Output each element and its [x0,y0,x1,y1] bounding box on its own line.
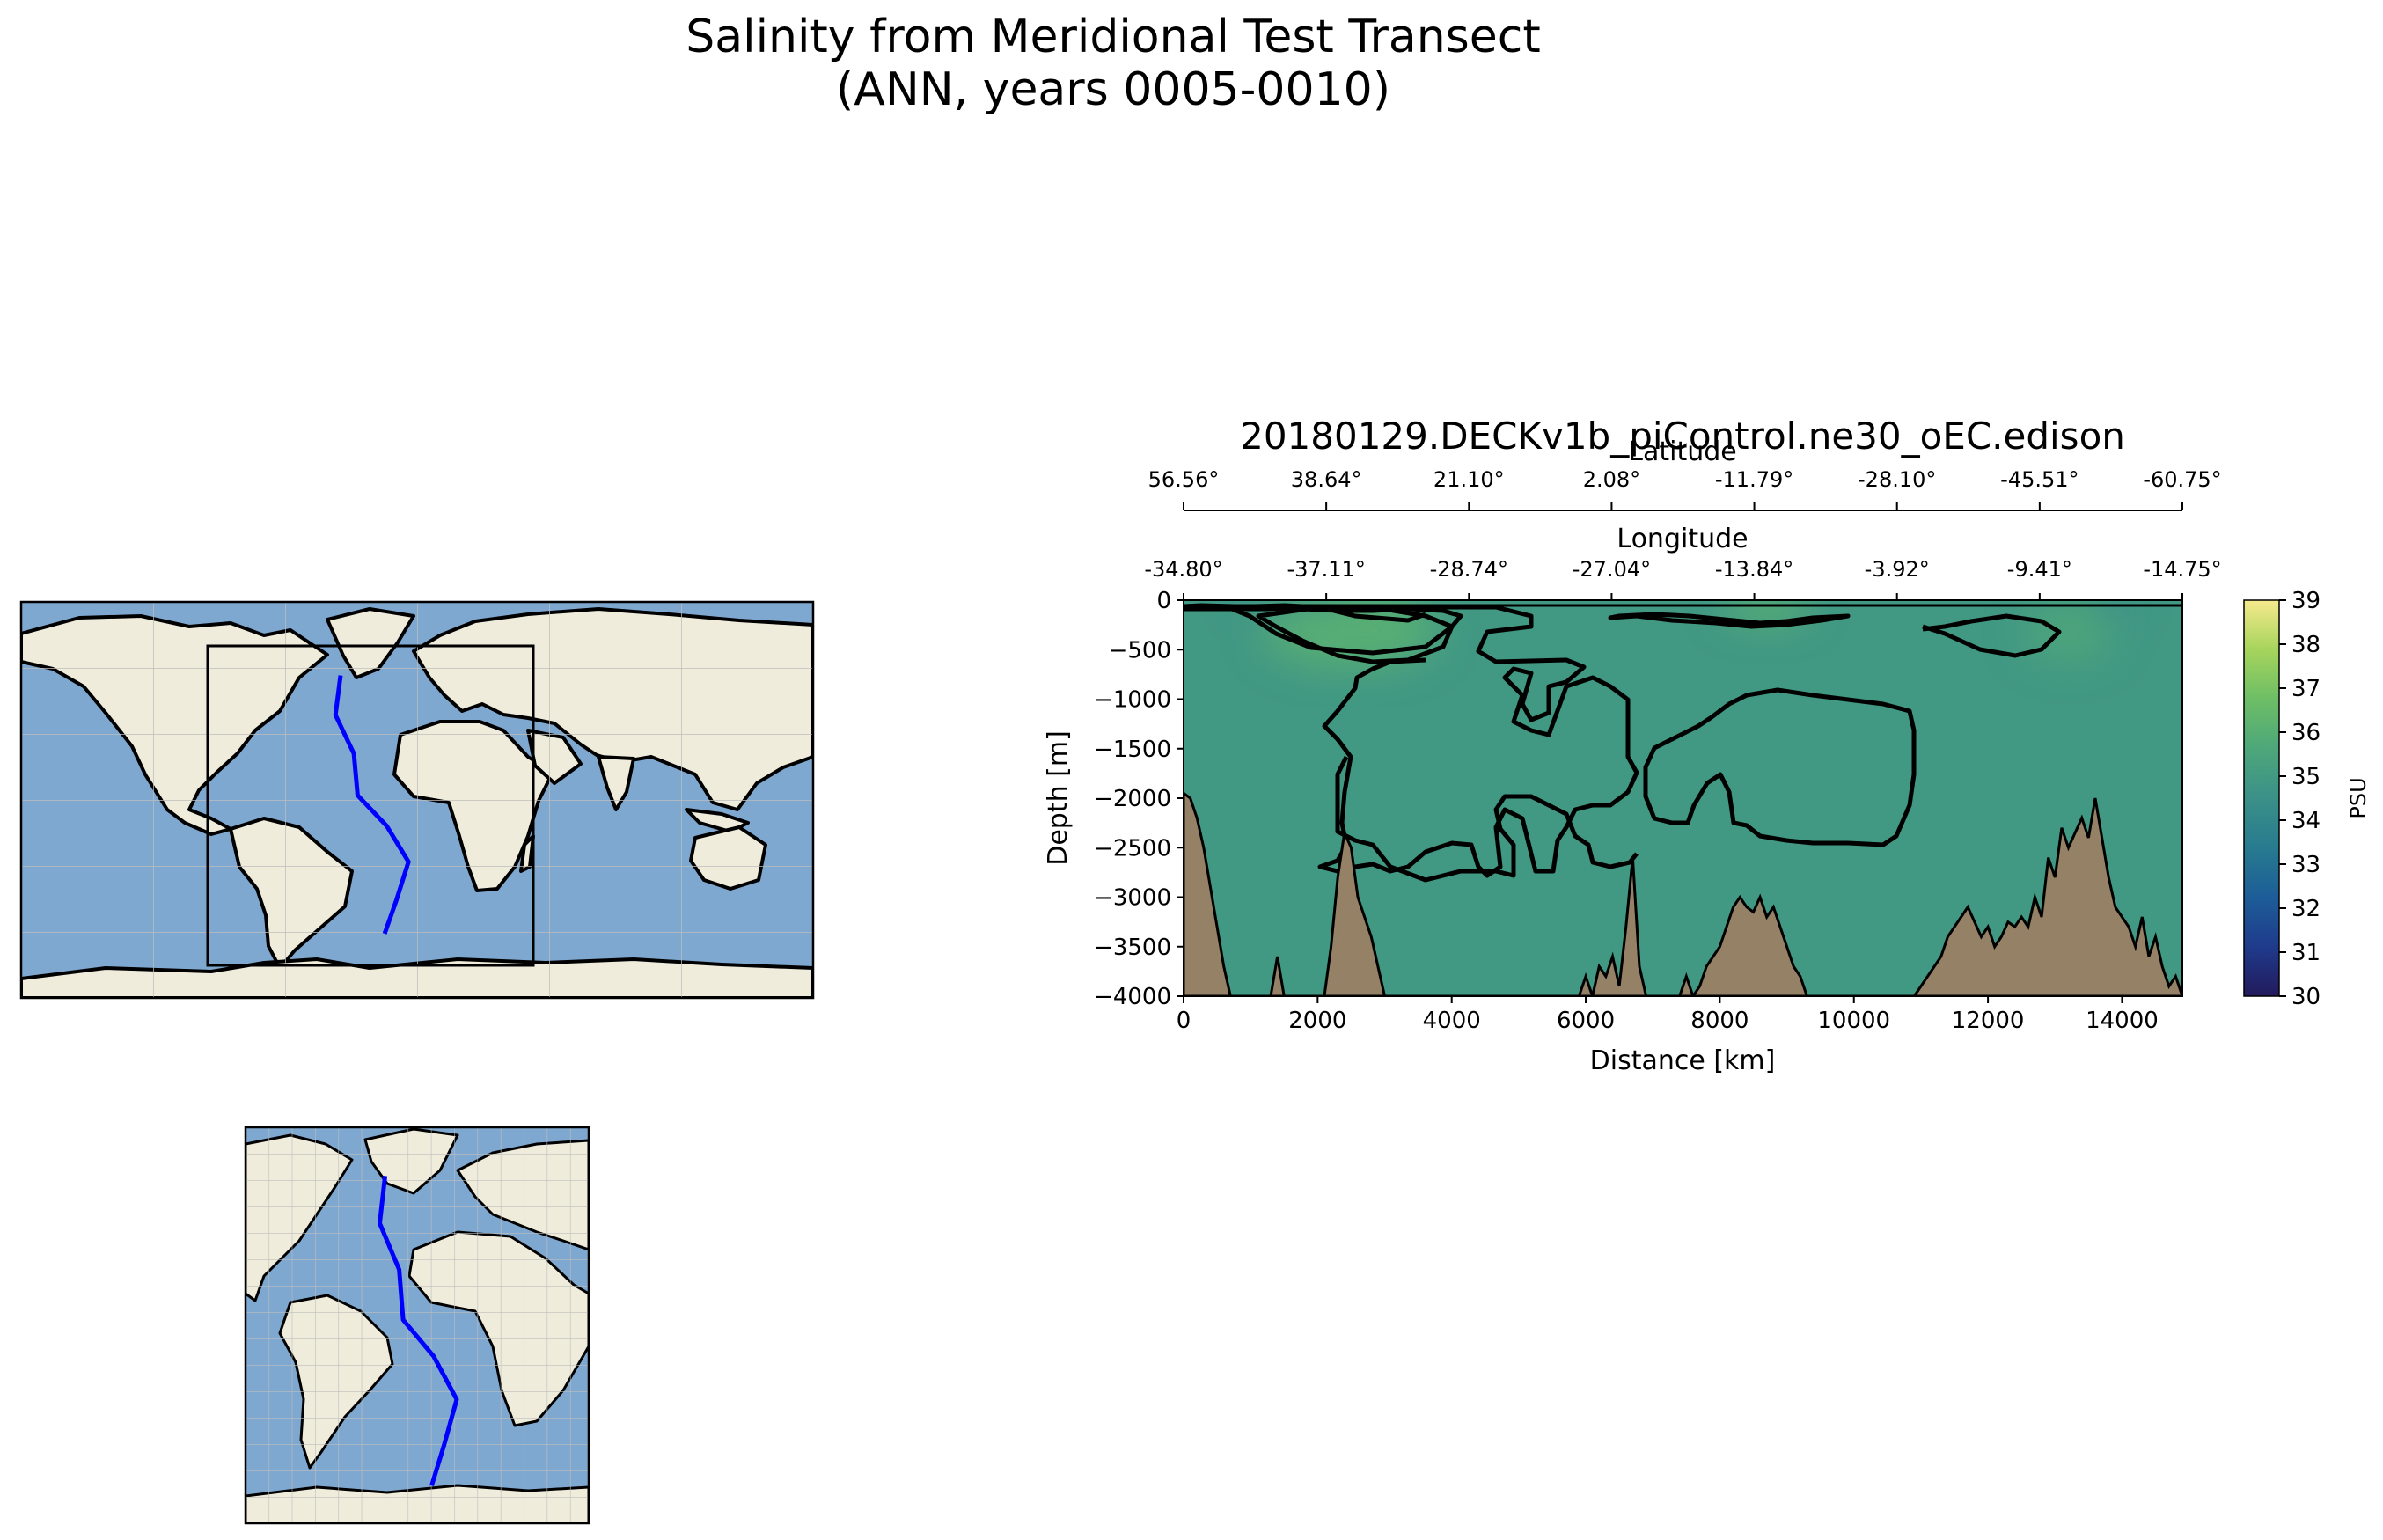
colorbar-tick-label: 34 [2291,808,2321,834]
y-tick-label: 0 [1156,588,1171,614]
colorbar-tick-label: 35 [2291,764,2321,790]
colorbar-tick-label: 30 [2291,984,2321,1010]
y-axis-label: Depth [m] [1043,730,1074,866]
contour-main-water-mass [1184,605,1639,878]
longitude-ticks: -34.80° -37.11° -28.74° -27.04° -13.84° -3.92… [1144,557,2222,600]
x-tick-label: 6000 [1557,1008,1615,1034]
colorbar-tick-label: 39 [2291,588,2321,614]
distance-ticks: 0 2000 4000 6000 8000 10000 12000 14000 [1177,996,2159,1034]
x-tick-label: 14000 [2086,1008,2159,1034]
longitude-axis-label: Longitude [1617,524,1748,554]
colorbar: 30 31 32 33 34 35 36 37 38 39 PSU [2243,588,2371,1010]
longitude-tick-label: -34.80° [1144,557,1222,582]
global-map-gridlines [21,602,813,998]
section-title: 20180129.DECKv1b_piControl.ne30_oEC.edis… [1240,414,2125,458]
contour-central-loop [1643,687,1917,847]
y-tick-label: −2000 [1094,786,1171,812]
y-tick-label: −1000 [1094,687,1171,714]
latitude-tick-label: 38.64° [1291,467,1362,492]
latitude-tick-label: 2.08° [1583,467,1640,492]
colorbar-tick-label: 37 [2291,676,2321,702]
x-tick-label: 10000 [1817,1008,1890,1034]
colorbar-tick-label: 32 [2291,896,2321,922]
longitude-tick-label: -28.74° [1430,557,1508,582]
y-tick-label: −4000 [1094,984,1171,1010]
colorbar-tick-label: 33 [2291,852,2321,878]
latitude-tick-label: 21.10° [1433,467,1505,492]
x-tick-label: 4000 [1423,1008,1481,1034]
x-tick-label: 8000 [1690,1008,1749,1034]
colorbar-label: PSU [2346,777,2371,818]
colorbar-gradient [2243,599,2280,997]
latitude-axis-label: Latitude [1628,436,1736,467]
colorbar-tick-label: 38 [2291,632,2321,658]
contour-southern-patch [1922,613,2062,658]
latitude-tick-label: 56.56° [1148,467,1220,492]
global-map-transect-line [333,675,411,935]
figure-suptitle-line2: (ANN, years 0005-0010) [835,63,1391,116]
contour-35-psu [1184,603,2182,883]
global-map-region-box [206,644,535,967]
latitude-tick-label: -45.51° [2000,467,2079,492]
depth-ticks: 0 −500 −1000 −1500 −2000 −2500 −3000 −3500 −4000 [1094,588,1184,1010]
latitude-tick-label: -28.10° [1858,467,1936,492]
x-axis-label: Distance [km] [1590,1045,1776,1076]
latitude-ticks: 56.56° 38.64° 21.10° 2.08° -11.79° -28.10° -45… [1148,467,2222,510]
salinity-feature [1234,600,1348,605]
colorbar-tick-label: 31 [2291,940,2321,966]
colorbar-ticks: 30 31 32 33 34 35 36 37 38 39 [2279,588,2321,1010]
x-tick-label: 12000 [1952,1008,2025,1034]
y-tick-label: −2500 [1094,835,1171,862]
y-tick-label: −500 [1109,637,1171,664]
longitude-tick-label: -27.04° [1573,557,1651,582]
section-panel: 20180129.DECKv1b_piControl.ne30_oEC.edis… [1043,414,2222,1076]
section-plot-area [1184,600,2182,996]
regional-map [244,1126,590,1525]
y-tick-label: −3000 [1094,885,1171,912]
figure-suptitle-line1: Salinity from Meridional Test Transect [686,11,1541,63]
ocean-bottom-topography [1184,791,2182,996]
regional-map-transect-line [378,1176,459,1487]
longitude-tick-label: -37.11° [1287,557,1365,582]
contour-deep-lobe [1335,755,1639,883]
latitude-tick-label: -60.75° [2143,467,2221,492]
longitude-tick-label: -14.75° [2143,557,2221,582]
regional-map-gridlines [246,1127,589,1523]
x-tick-label: 0 [1177,1008,1192,1034]
regional-map-frame [244,1126,590,1525]
longitude-tick-label: -13.84° [1715,557,1793,582]
global-map [19,600,815,1000]
y-tick-label: −1500 [1094,737,1171,763]
colorbar-tick-label: 36 [2291,720,2321,746]
x-tick-label: 2000 [1288,1008,1346,1034]
longitude-tick-label: -3.92° [1865,557,1930,582]
longitude-tick-label: -9.41° [2007,557,2072,582]
y-tick-label: −3500 [1094,935,1171,961]
contour-surface-south [1608,612,1851,629]
latitude-tick-label: -11.79° [1715,467,1793,492]
global-map-frame [19,600,815,1000]
